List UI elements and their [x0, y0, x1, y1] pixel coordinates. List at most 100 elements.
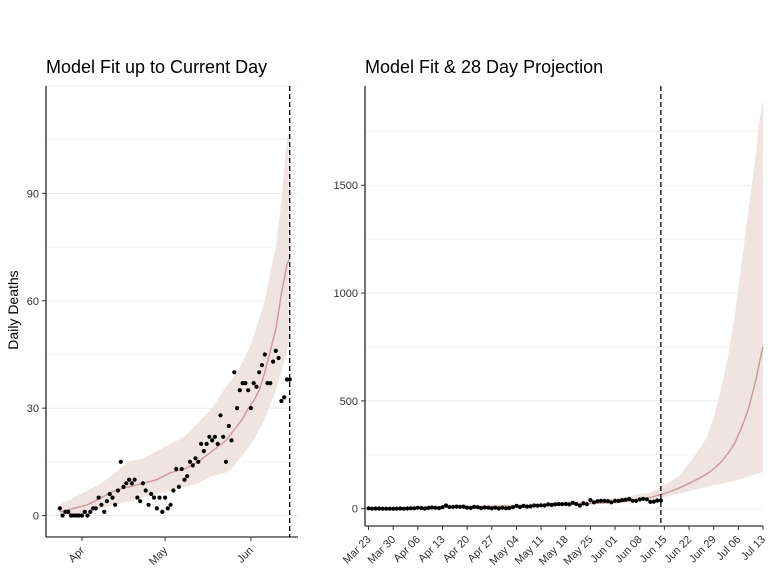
- data-point: [500, 505, 505, 510]
- left-panel-gridlines: [46, 85, 298, 517]
- data-point: [447, 504, 452, 510]
- data-point: [232, 370, 237, 375]
- data-point: [394, 506, 399, 511]
- data-point: [118, 459, 123, 464]
- data-point: [254, 384, 259, 389]
- data-point: [641, 496, 646, 501]
- data-point: [419, 506, 424, 511]
- left-panel-y-ticks: 0 30 60 90: [27, 188, 46, 523]
- right-panel-y-ticks: 0 500 1000 1500: [334, 180, 365, 516]
- data-point: [584, 502, 590, 507]
- data-point: [157, 495, 162, 500]
- data-point: [542, 503, 547, 508]
- data-point: [630, 498, 635, 503]
- x-tick-label: Apr: [67, 544, 88, 565]
- data-point: [154, 506, 159, 511]
- data-point: [482, 505, 487, 510]
- data-point: [204, 441, 209, 446]
- data-point: [149, 491, 154, 497]
- data-point: [454, 504, 459, 509]
- left-panel-points: [57, 348, 292, 518]
- data-point: [415, 505, 420, 510]
- data-point: [151, 495, 157, 500]
- data-point: [259, 363, 265, 368]
- data-point: [215, 441, 220, 446]
- data-point: [160, 509, 165, 514]
- data-point: [443, 503, 449, 508]
- x-tick-label: Jun: [235, 545, 256, 566]
- data-point: [556, 501, 561, 507]
- data-point: [598, 498, 604, 503]
- data-point: [623, 497, 628, 502]
- data-point: [521, 503, 526, 508]
- data-point: [613, 498, 618, 503]
- y-tick-label: 60: [27, 296, 39, 308]
- left-panel-y-axis-label: Daily Deaths: [5, 270, 21, 349]
- data-point: [79, 513, 85, 518]
- data-point: [468, 505, 473, 510]
- data-point: [129, 481, 134, 486]
- data-point: [251, 381, 256, 386]
- data-point: [127, 477, 132, 482]
- data-point: [273, 348, 278, 353]
- data-point: [182, 477, 187, 482]
- y-tick-label: 0: [352, 504, 358, 516]
- data-point: [369, 506, 375, 511]
- right-panel-points: [366, 496, 664, 511]
- data-point: [187, 459, 193, 464]
- data-point: [507, 506, 512, 511]
- data-point: [461, 504, 466, 509]
- data-point: [201, 449, 206, 454]
- data-point: [104, 499, 109, 504]
- data-point: [373, 506, 378, 511]
- data-point: [107, 491, 112, 497]
- data-point: [616, 498, 621, 504]
- data-point: [218, 413, 223, 418]
- data-point: [279, 398, 284, 404]
- data-point: [574, 501, 579, 507]
- data-point: [560, 502, 565, 507]
- data-point: [132, 477, 137, 482]
- data-point: [271, 359, 276, 364]
- data-point: [451, 504, 456, 509]
- data-point: [366, 506, 371, 511]
- data-point: [570, 500, 575, 505]
- data-point: [517, 504, 523, 510]
- data-point: [553, 502, 558, 507]
- x-tick-label: May: [147, 544, 171, 568]
- data-point: [532, 503, 537, 508]
- data-point: [190, 463, 195, 468]
- data-point: [486, 505, 491, 510]
- data-point: [282, 395, 287, 400]
- data-point: [658, 498, 664, 503]
- data-point: [644, 497, 649, 502]
- data-point: [248, 406, 253, 411]
- data-point: [514, 503, 519, 508]
- data-point: [620, 498, 625, 503]
- y-tick-label: 0: [33, 511, 39, 523]
- data-point: [176, 484, 181, 489]
- data-point: [496, 506, 501, 511]
- data-point: [426, 505, 431, 510]
- data-point: [539, 503, 544, 508]
- data-point: [595, 499, 600, 504]
- left-panel-title: Model Fit up to Current Day: [46, 57, 267, 77]
- data-point: [223, 459, 229, 464]
- data-point: [398, 506, 403, 511]
- data-point: [563, 501, 568, 507]
- data-point: [458, 504, 463, 509]
- data-point: [528, 504, 533, 509]
- data-point: [377, 506, 382, 511]
- data-point: [168, 502, 173, 507]
- data-point: [179, 466, 184, 472]
- data-point: [235, 406, 240, 411]
- data-point: [82, 509, 87, 514]
- data-point: [57, 506, 62, 511]
- data-point: [546, 502, 551, 507]
- data-point: [637, 497, 642, 502]
- data-point: [535, 503, 540, 508]
- data-point: [268, 381, 273, 386]
- data-point: [489, 506, 494, 511]
